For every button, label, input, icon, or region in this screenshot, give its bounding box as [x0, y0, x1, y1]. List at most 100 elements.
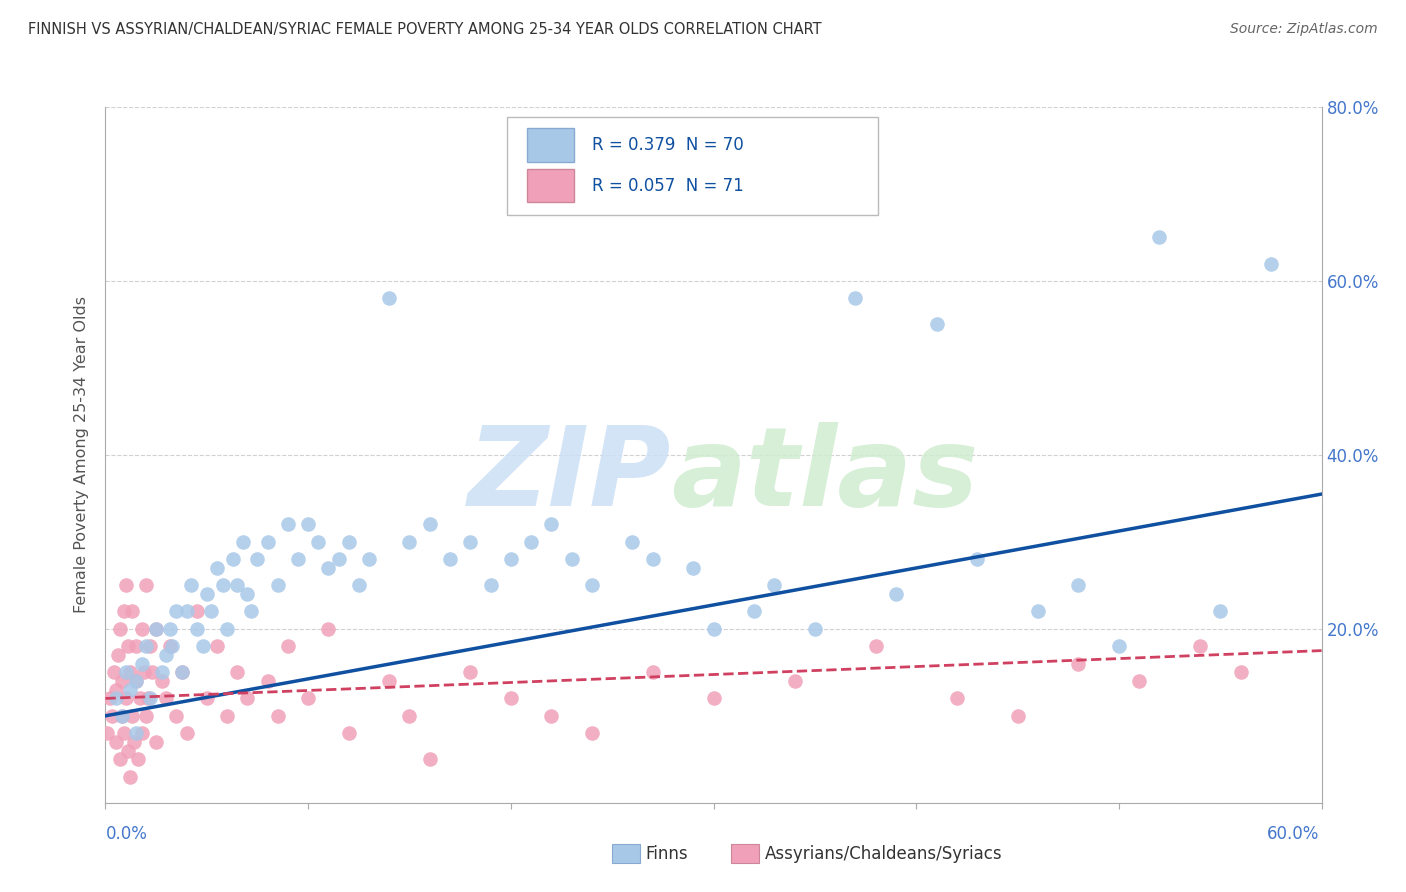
Point: [256, 674, 278, 689]
Point: [121, 605, 143, 619]
Text: ZIP: ZIP: [467, 422, 671, 529]
Point: [236, 691, 259, 706]
Point: [240, 605, 263, 619]
Point: [104, 691, 127, 706]
Point: [118, 682, 141, 697]
Point: [297, 691, 319, 706]
Point: [337, 534, 360, 549]
Point: [318, 622, 340, 636]
Point: [865, 639, 887, 653]
Point: [165, 605, 187, 619]
Point: [581, 726, 603, 740]
Text: 0.0%: 0.0%: [105, 825, 148, 843]
Point: [378, 674, 401, 689]
Point: [186, 605, 208, 619]
Point: [742, 605, 765, 619]
Point: [217, 622, 239, 636]
Point: [277, 639, 299, 653]
Point: [135, 578, 157, 592]
Text: R = 0.057  N = 71: R = 0.057 N = 71: [592, 177, 744, 194]
Y-axis label: Female Poverty Among 25-34 Year Olds: Female Poverty Among 25-34 Year Olds: [75, 296, 90, 614]
Point: [581, 578, 603, 592]
Point: [150, 665, 173, 680]
Point: [195, 691, 218, 706]
Point: [297, 517, 319, 532]
Point: [337, 726, 360, 740]
Point: [111, 674, 134, 689]
Point: [540, 708, 562, 723]
Point: [318, 561, 340, 575]
Point: [561, 552, 583, 566]
Point: [226, 578, 249, 592]
Point: [1026, 605, 1049, 619]
Point: [155, 691, 177, 706]
Point: [112, 726, 135, 740]
Text: R = 0.379  N = 70: R = 0.379 N = 70: [592, 136, 744, 154]
Point: [458, 665, 481, 680]
Text: atlas: atlas: [671, 422, 979, 529]
Point: [114, 665, 136, 680]
Text: 60.0%: 60.0%: [1267, 825, 1319, 843]
Point: [108, 752, 131, 766]
Point: [499, 691, 522, 706]
Point: [125, 639, 148, 653]
Point: [159, 622, 181, 636]
Point: [347, 578, 370, 592]
Point: [111, 708, 134, 723]
Point: [1189, 639, 1212, 653]
Bar: [527, 169, 574, 202]
Point: [111, 708, 134, 723]
Point: [107, 648, 129, 662]
Point: [1149, 230, 1171, 244]
Point: [287, 552, 309, 566]
Point: [682, 561, 704, 575]
Point: [136, 691, 159, 706]
Point: [145, 735, 167, 749]
Point: [172, 665, 194, 680]
Point: [117, 744, 139, 758]
Point: [129, 691, 152, 706]
Point: [125, 674, 148, 689]
Point: [100, 708, 122, 723]
Point: [98, 691, 121, 706]
Point: [783, 674, 806, 689]
Point: [621, 534, 644, 549]
Point: [162, 639, 184, 653]
Point: [1108, 639, 1130, 653]
Point: [398, 708, 420, 723]
Point: [884, 587, 907, 601]
Point: [121, 708, 143, 723]
Point: [132, 665, 155, 680]
Point: [117, 639, 139, 653]
Point: [844, 291, 866, 305]
Point: [945, 691, 967, 706]
Point: [1260, 256, 1282, 270]
Point: [217, 708, 239, 723]
Point: [114, 578, 136, 592]
Point: [307, 534, 329, 549]
Point: [150, 674, 173, 689]
Point: [1209, 605, 1232, 619]
Point: [540, 517, 562, 532]
Point: [641, 552, 664, 566]
Point: [165, 708, 187, 723]
Point: [118, 770, 141, 784]
Bar: [527, 128, 574, 161]
Point: [246, 552, 269, 566]
Point: [499, 552, 522, 566]
FancyBboxPatch shape: [506, 118, 877, 215]
Point: [139, 639, 162, 653]
Point: [125, 674, 148, 689]
Point: [200, 605, 222, 619]
Point: [125, 726, 148, 740]
Point: [122, 735, 145, 749]
Point: [205, 639, 228, 653]
Point: [112, 605, 135, 619]
Point: [419, 752, 441, 766]
Point: [205, 561, 228, 575]
Point: [127, 752, 149, 766]
Point: [925, 318, 948, 332]
Point: [191, 639, 214, 653]
Point: [135, 639, 157, 653]
Point: [108, 622, 131, 636]
